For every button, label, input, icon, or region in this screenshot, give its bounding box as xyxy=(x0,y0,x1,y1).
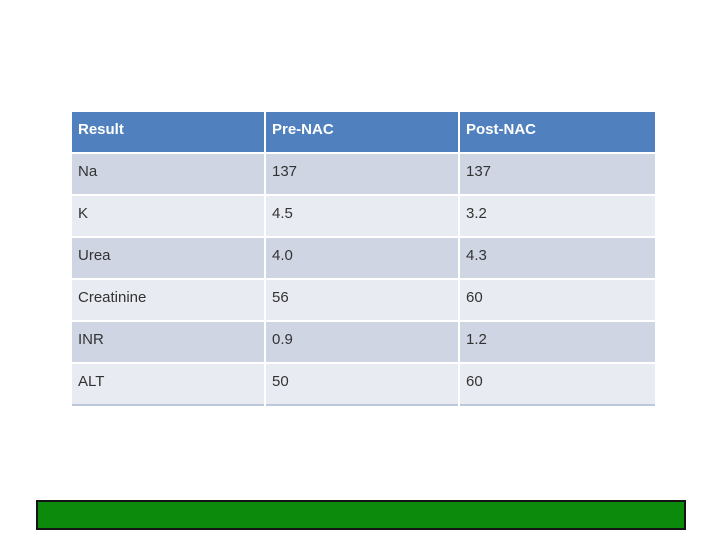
footer-highlight-bar xyxy=(36,500,686,530)
post-nac-value-cell: 3.2 xyxy=(460,196,655,236)
row-label-cell: Urea xyxy=(72,238,264,278)
row-label-cell: Creatinine xyxy=(72,280,264,320)
row-label-cell: ALT xyxy=(72,364,264,404)
pre-nac-value-cell: 137 xyxy=(266,154,458,194)
row-label-cell: K xyxy=(72,196,264,236)
header-cell-result: Result xyxy=(72,112,264,152)
pre-nac-value-cell: 0.9 xyxy=(266,322,458,362)
lab-results-table: Result Pre-NAC Post-NAC Na 137 137 K 4.5… xyxy=(72,112,655,404)
pre-nac-value-cell: 56 xyxy=(266,280,458,320)
row-label-cell: INR xyxy=(72,322,264,362)
pre-nac-value-cell: 4.5 xyxy=(266,196,458,236)
post-nac-value-cell: 4.3 xyxy=(460,238,655,278)
post-nac-value-cell: 60 xyxy=(460,280,655,320)
header-cell-pre-nac: Pre-NAC xyxy=(266,112,458,152)
header-cell-post-nac: Post-NAC xyxy=(460,112,655,152)
post-nac-value-cell: 60 xyxy=(460,364,655,404)
row-label-cell: Na xyxy=(72,154,264,194)
post-nac-value-cell: 1.2 xyxy=(460,322,655,362)
pre-nac-value-cell: 4.0 xyxy=(266,238,458,278)
post-nac-value-cell: 137 xyxy=(460,154,655,194)
pre-nac-value-cell: 50 xyxy=(266,364,458,404)
